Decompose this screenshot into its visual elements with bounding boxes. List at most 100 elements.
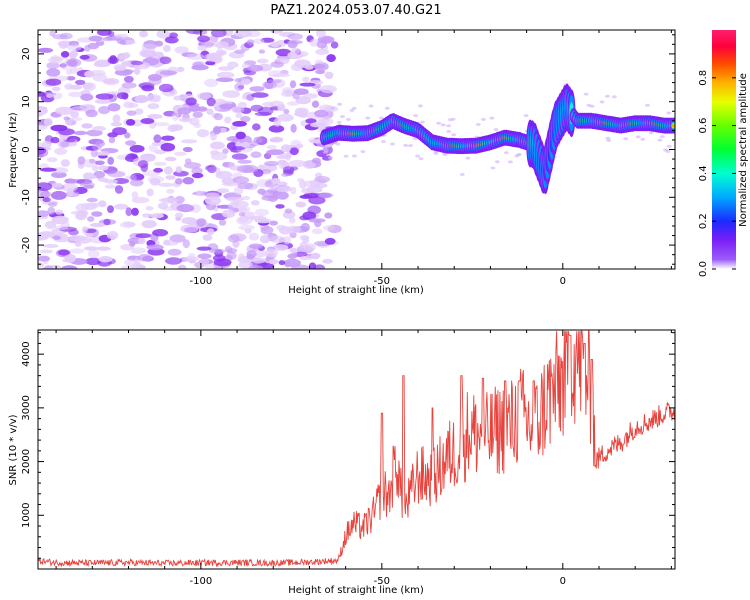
noise-blob — [288, 160, 307, 168]
noise-blob — [184, 158, 192, 165]
track-speckle — [417, 104, 423, 108]
noise-blob — [278, 260, 286, 266]
noise-blob — [98, 200, 107, 208]
noise-blob — [299, 241, 308, 249]
noise-blob — [141, 84, 155, 92]
noise-blob — [141, 43, 158, 50]
track-speckle — [368, 104, 374, 108]
noise-blob — [248, 232, 259, 241]
noise-blob — [310, 252, 321, 260]
noise-blob — [187, 253, 196, 261]
noise-blob — [129, 174, 137, 181]
noise-blob — [241, 141, 251, 148]
noise-blob — [258, 49, 265, 54]
track-speckle — [599, 100, 605, 104]
noise-blob — [186, 53, 204, 60]
track-speckle — [349, 108, 355, 112]
noise-blob — [238, 215, 249, 223]
track-speckle — [384, 106, 390, 110]
noise-blob — [271, 178, 279, 185]
noise-blob — [272, 73, 291, 78]
noise-blob — [123, 101, 135, 109]
noise-blob — [139, 49, 153, 58]
noise-blob — [210, 152, 228, 161]
noise-blob — [177, 107, 192, 115]
noise-blob — [77, 156, 86, 165]
noise-blob — [92, 144, 102, 151]
track-speckle — [659, 135, 665, 139]
noise-blob — [221, 209, 236, 218]
noise-blob — [232, 176, 250, 184]
noise-blob — [219, 103, 237, 109]
noise-blob — [44, 265, 53, 269]
noise-blob — [95, 160, 105, 166]
track-speckle — [390, 142, 395, 146]
noise-blob — [290, 186, 297, 195]
noise-blob — [173, 151, 187, 156]
noise-blob — [248, 265, 264, 269]
noise-blob — [238, 253, 245, 261]
noise-blob — [98, 106, 111, 115]
noise-blob — [89, 158, 96, 164]
noise-blob — [216, 71, 235, 79]
noise-blob — [191, 64, 209, 71]
noise-blob — [70, 111, 79, 118]
noise-blob — [238, 224, 255, 231]
noise-blob — [216, 188, 230, 194]
track-speckle — [323, 149, 329, 153]
noise-blob — [303, 93, 318, 99]
noise-blob — [264, 160, 280, 167]
noise-blob — [286, 225, 301, 234]
noise-blob — [46, 157, 58, 163]
noise-blob — [98, 256, 113, 263]
noise-blob — [253, 38, 265, 44]
noise-blob — [289, 231, 297, 239]
noise-blob — [167, 248, 182, 256]
noise-blob — [50, 124, 68, 132]
noise-blob — [158, 182, 175, 187]
noise-blob — [134, 94, 149, 104]
noise-blob — [38, 262, 44, 268]
noise-blob — [188, 105, 201, 112]
colorbar-ticks: 0.0 0.2 0.4 0.6 0.8 — [698, 70, 736, 277]
noise-blob — [140, 118, 155, 124]
noise-blob — [85, 232, 93, 238]
track-speckle — [403, 143, 409, 147]
noise-blob — [61, 265, 78, 269]
noise-blob — [299, 235, 310, 241]
noise-blob — [147, 94, 162, 103]
noise-blob — [106, 231, 119, 240]
noise-blob — [213, 113, 223, 121]
noise-blob — [131, 191, 139, 199]
noise-blob — [153, 161, 167, 166]
noise-blob — [289, 247, 297, 253]
noise-blob — [226, 196, 244, 202]
noise-blob — [107, 103, 121, 112]
noise-blob — [112, 114, 121, 123]
noise-blob — [120, 61, 133, 67]
noise-blob — [55, 209, 64, 215]
noise-blob — [251, 200, 260, 206]
noise-blob — [218, 219, 227, 226]
noise-blob — [131, 196, 150, 204]
noise-blob — [282, 166, 295, 174]
noise-blob — [305, 118, 317, 124]
noise-blob — [290, 123, 297, 133]
noise-blob — [123, 75, 134, 83]
noise-blob — [157, 202, 169, 210]
noise-blob — [145, 206, 154, 211]
noise-blob — [222, 90, 241, 98]
noise-blob — [38, 146, 47, 155]
noise-blob — [164, 156, 177, 162]
noise-blob — [207, 164, 217, 174]
noise-blob — [45, 78, 62, 86]
noise-blob — [287, 253, 298, 259]
track-speckle — [605, 136, 611, 140]
noise-blob — [159, 70, 177, 76]
noise-blob — [138, 237, 146, 245]
noise-blob — [165, 175, 176, 180]
track-speckle — [336, 120, 342, 124]
noise-blob — [283, 108, 290, 115]
track-speckle — [381, 140, 386, 144]
track-speckle — [611, 95, 617, 99]
